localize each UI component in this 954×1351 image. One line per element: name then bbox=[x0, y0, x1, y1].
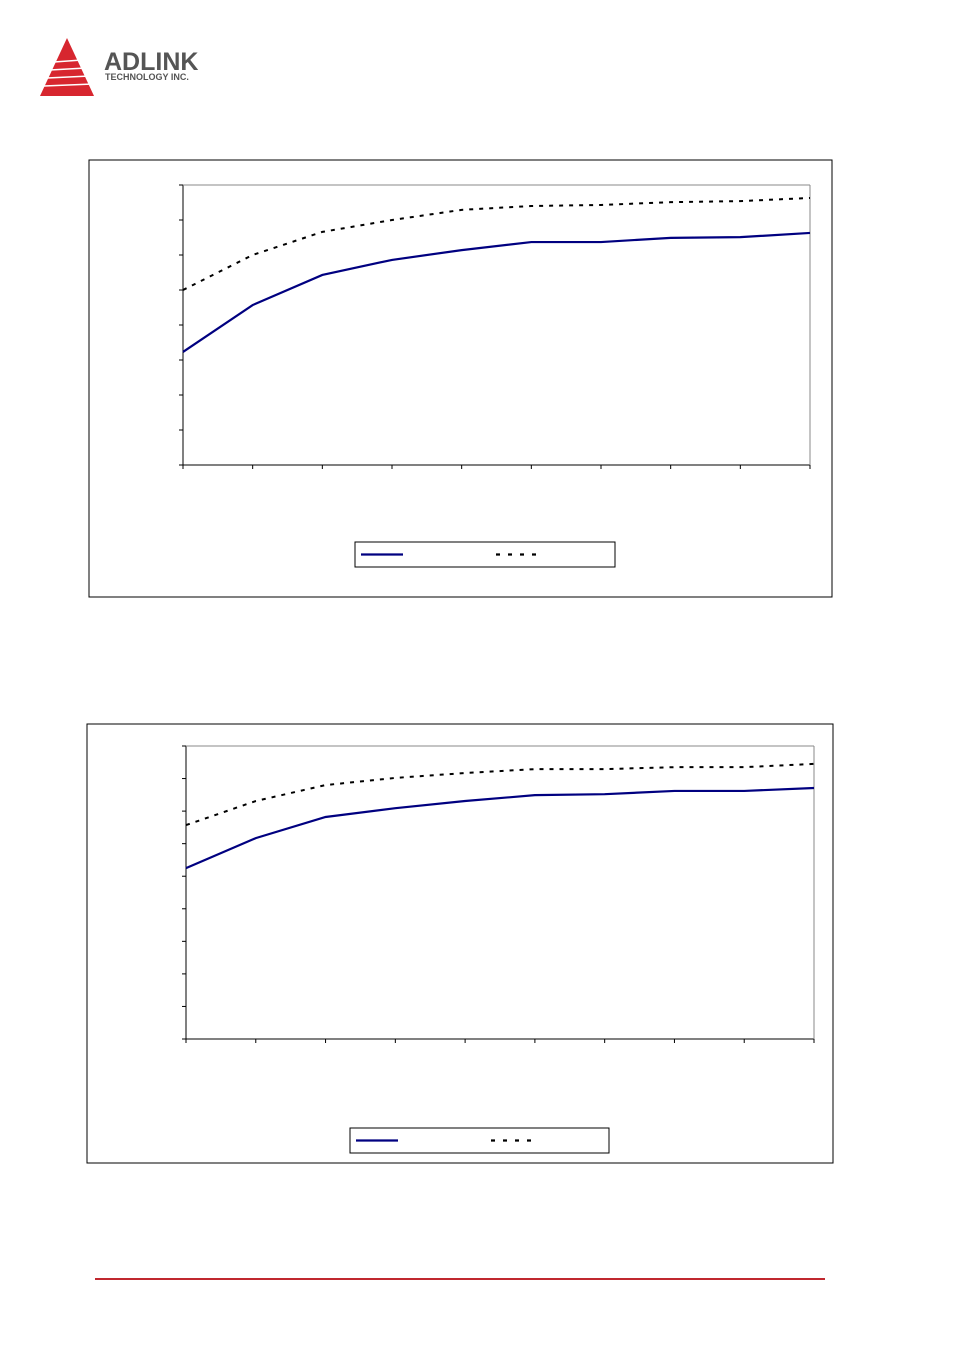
logo: ADLINK TECHNOLOGY INC. bbox=[40, 38, 198, 96]
logo-mark bbox=[40, 38, 94, 96]
chart bbox=[86, 723, 834, 1164]
series-line bbox=[185, 762, 815, 827]
logo-stripes bbox=[43, 59, 94, 87]
brand-subtitle: TECHNOLOGY INC. bbox=[105, 72, 189, 82]
series-line bbox=[182, 231, 811, 353]
brand: ADLINK bbox=[104, 48, 198, 76]
chart-frame bbox=[86, 723, 834, 1164]
chart bbox=[88, 159, 833, 598]
chart-frame bbox=[88, 159, 833, 598]
series-line bbox=[185, 786, 815, 870]
